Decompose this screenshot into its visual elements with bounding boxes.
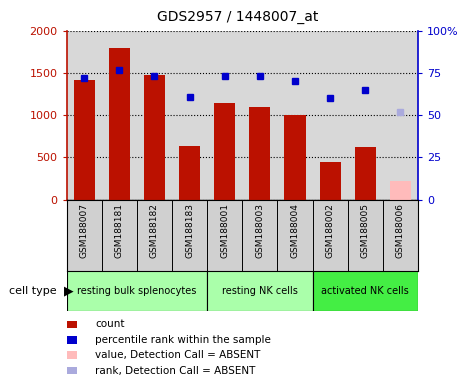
Bar bbox=[355, 147, 376, 200]
Text: cell type: cell type bbox=[10, 286, 57, 296]
Text: GSM188004: GSM188004 bbox=[291, 203, 299, 258]
Bar bbox=[66, 271, 207, 311]
Bar bbox=[207, 271, 313, 311]
Bar bbox=[285, 115, 305, 200]
Text: GSM188002: GSM188002 bbox=[326, 203, 334, 258]
Text: GSM188001: GSM188001 bbox=[220, 203, 229, 258]
Bar bbox=[249, 107, 270, 200]
Text: value, Detection Call = ABSENT: value, Detection Call = ABSENT bbox=[95, 350, 260, 360]
Text: GSM188007: GSM188007 bbox=[80, 203, 88, 258]
Text: rank, Detection Call = ABSENT: rank, Detection Call = ABSENT bbox=[95, 366, 256, 376]
Text: GSM188181: GSM188181 bbox=[115, 203, 124, 258]
Text: percentile rank within the sample: percentile rank within the sample bbox=[95, 335, 271, 345]
Text: GSM188182: GSM188182 bbox=[150, 203, 159, 258]
Text: activated NK cells: activated NK cells bbox=[322, 286, 409, 296]
Bar bbox=[313, 271, 418, 311]
Text: GSM188005: GSM188005 bbox=[361, 203, 370, 258]
Text: GDS2957 / 1448007_at: GDS2957 / 1448007_at bbox=[157, 10, 318, 23]
Text: count: count bbox=[95, 319, 124, 329]
Bar bbox=[214, 103, 235, 200]
Bar bbox=[320, 162, 341, 200]
Text: ▶: ▶ bbox=[64, 285, 74, 297]
Text: resting NK cells: resting NK cells bbox=[222, 286, 298, 296]
Text: resting bulk splenocytes: resting bulk splenocytes bbox=[77, 286, 197, 296]
Text: GSM188006: GSM188006 bbox=[396, 203, 405, 258]
Text: GSM188003: GSM188003 bbox=[256, 203, 264, 258]
Text: GSM188183: GSM188183 bbox=[185, 203, 194, 258]
Bar bbox=[179, 146, 200, 200]
Bar bbox=[74, 80, 95, 200]
Bar bbox=[390, 181, 411, 200]
Bar bbox=[144, 76, 165, 200]
Bar bbox=[109, 48, 130, 200]
